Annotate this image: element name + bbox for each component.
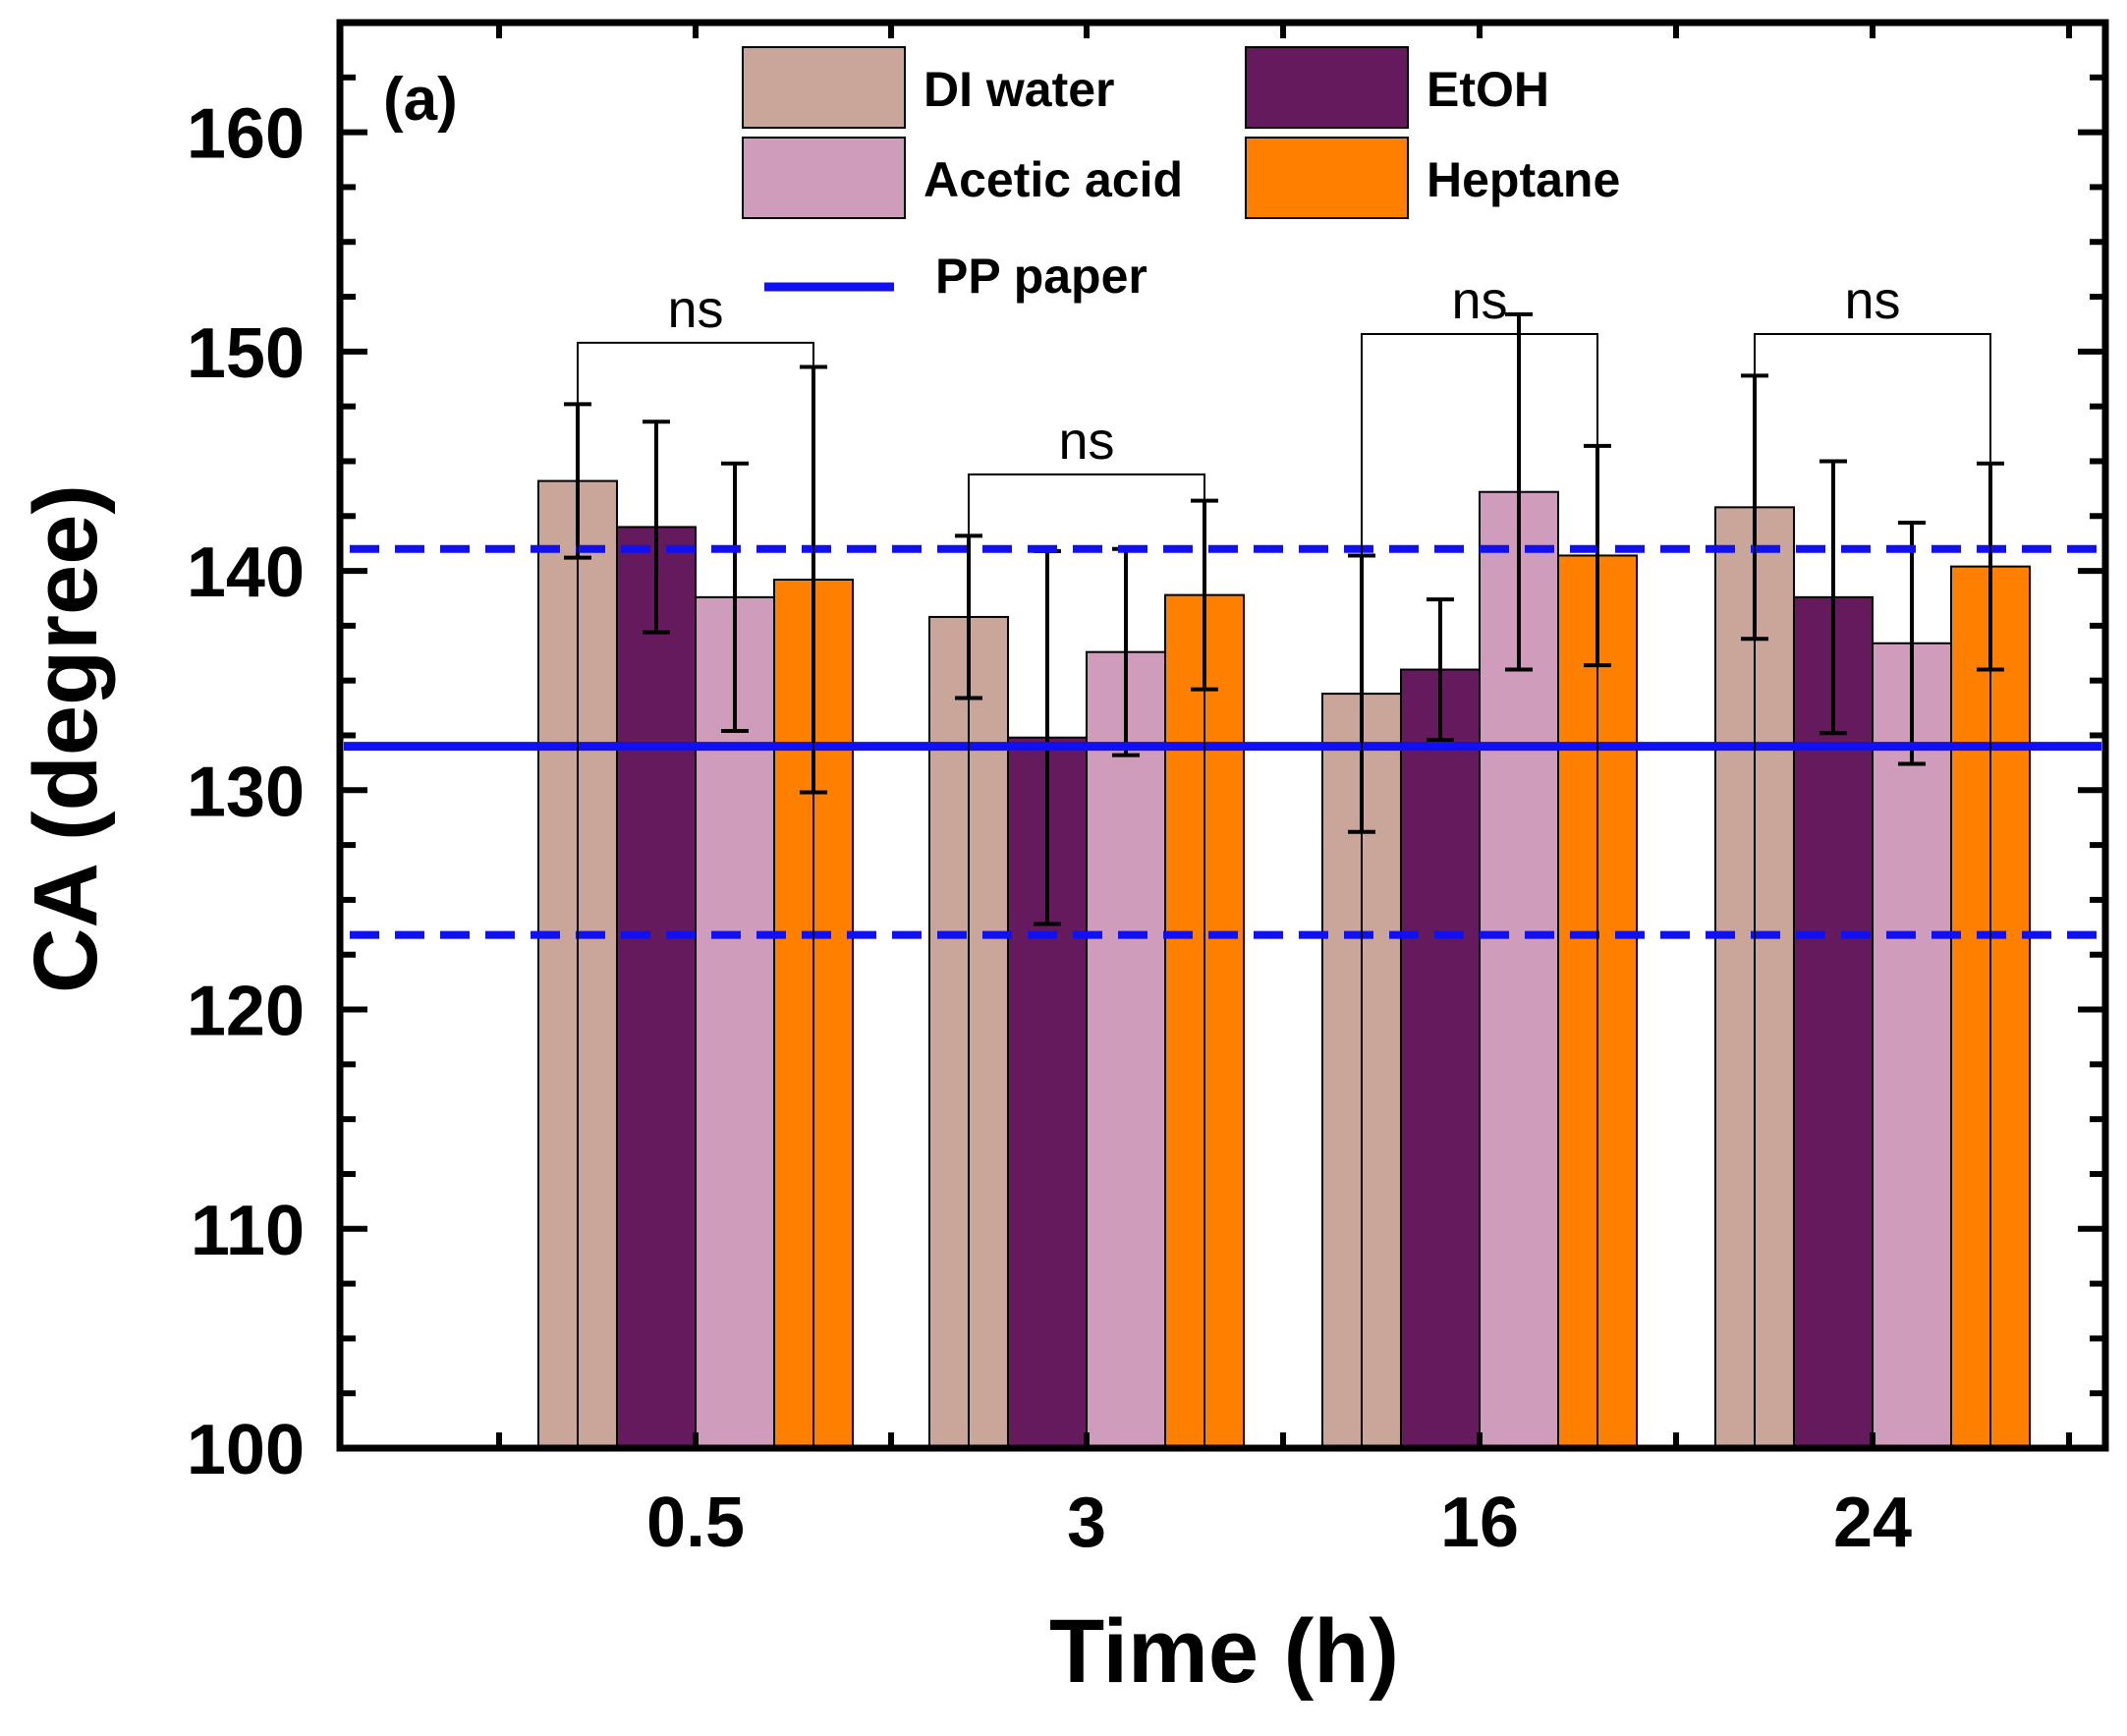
y-tick-label: 130 <box>187 753 305 831</box>
y-tick-label: 140 <box>187 533 305 612</box>
legend-label-acetic-acid: Acetic acid <box>924 152 1183 207</box>
bar-acetic-acid-3 <box>1086 650 1166 1449</box>
x-tick-label: 24 <box>1833 1484 1912 1562</box>
significance-label: ns <box>667 280 723 339</box>
y-tick-label: 150 <box>187 314 305 393</box>
y-tick-label: 160 <box>187 95 305 174</box>
legend-label-etoh: EtOH <box>1427 62 1549 117</box>
x-tick-label: 3 <box>1067 1484 1106 1562</box>
bars-layer <box>537 479 2031 1449</box>
legend-label-heptane: Heptane <box>1427 152 1620 207</box>
x-tick-label: 0.5 <box>646 1484 745 1562</box>
legend-swatch-etoh <box>1245 46 1409 129</box>
bar-etoh-16 <box>1400 668 1481 1449</box>
y-axis-title: CA (degree) <box>16 484 116 993</box>
significance-label: ns <box>1844 271 1900 330</box>
significance-bracket <box>1361 332 1598 1448</box>
legend-swatch-acetic-acid <box>742 137 906 219</box>
bar-etoh-24 <box>1793 595 1874 1449</box>
significance-bracket <box>968 473 1205 1448</box>
significance-layer: ns ns ns ns <box>577 271 1991 1448</box>
significance-bracket <box>1754 332 1991 1448</box>
x-tick-label: 16 <box>1440 1484 1519 1562</box>
ticks-layer: 100 110 120 130 140 150 160 0.5 3 16 24 <box>187 20 2105 1562</box>
significance-bracket <box>577 341 814 1448</box>
bar-etoh-0_5 <box>616 526 697 1449</box>
legend: DI water EtOH Acetic acid Heptane PP paper <box>742 46 1620 304</box>
legend-label-pp-paper: PP paper <box>935 249 1147 304</box>
y-tick-label: 110 <box>191 1192 305 1270</box>
y-tick-label: 100 <box>187 1411 305 1489</box>
legend-swatch-heptane <box>1245 137 1409 219</box>
significance-label: ns <box>1451 271 1507 330</box>
legend-swatch-di-water <box>742 46 906 129</box>
significance-label: ns <box>1058 412 1114 471</box>
reference-lines-layer <box>344 544 2101 939</box>
y-tick-label: 120 <box>187 973 305 1051</box>
x-axis-title: Time (h) <box>1049 1601 1399 1702</box>
legend-label-di-water: DI water <box>924 62 1115 117</box>
panel-label: (a) <box>383 66 458 134</box>
